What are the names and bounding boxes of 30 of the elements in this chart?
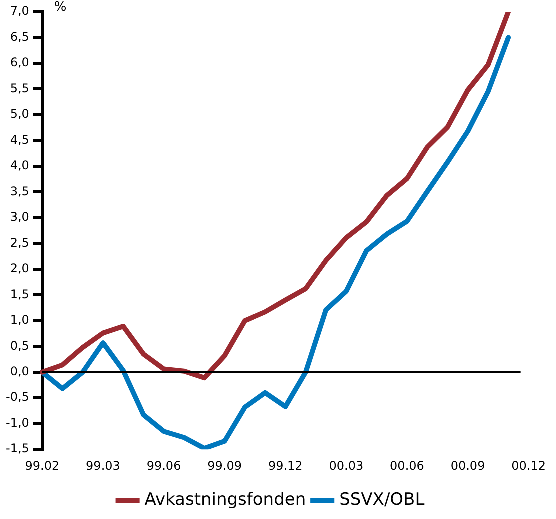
y-tick-label: 3,0 (10, 210, 30, 224)
x-tick-label: 99.12 (268, 458, 303, 473)
y-axis-title: % (54, 0, 67, 15)
y-tick-label: 4,5 (10, 132, 30, 147)
x-tick-label: 99.03 (86, 458, 120, 473)
legend-label: Avkastningsfonden (144, 490, 306, 510)
y-tick-label: 5,5 (10, 81, 30, 96)
y-tick-label: 3,5 (10, 184, 30, 198)
y-tick-label: -0,5 (6, 390, 30, 404)
legend-label: SSVX/OBL (340, 490, 426, 510)
x-tick-label: 99.09 (208, 458, 242, 473)
x-tick-label: 00.09 (450, 458, 486, 473)
x-tick-label: 00.03 (329, 458, 364, 473)
y-tick-label: 2,5 (10, 236, 30, 250)
y-tick-label: 7,0 (10, 4, 30, 18)
y-tick-label: 1,0 (10, 313, 30, 328)
x-tick-label: 99.02 (25, 458, 60, 473)
y-tick-label: 0,5 (10, 338, 30, 353)
y-tick-label: 6,0 (10, 56, 30, 70)
y-tick-label: -1,5 (6, 442, 30, 456)
y-tick-label: 6,5 (10, 30, 30, 44)
y-tick-label: -1,0 (6, 416, 30, 430)
x-tick-label: 00.12 (512, 458, 546, 473)
y-tick-label: 1,5 (10, 287, 30, 302)
y-tick-label: 4,0 (10, 158, 30, 173)
x-tick-label: 99.06 (146, 458, 182, 473)
y-tick-label: 0,0 (10, 364, 30, 378)
x-tick-label: 00.06 (390, 458, 424, 473)
y-tick-label: 5,0 (10, 107, 30, 122)
y-tick-label: 2,0 (10, 262, 30, 276)
